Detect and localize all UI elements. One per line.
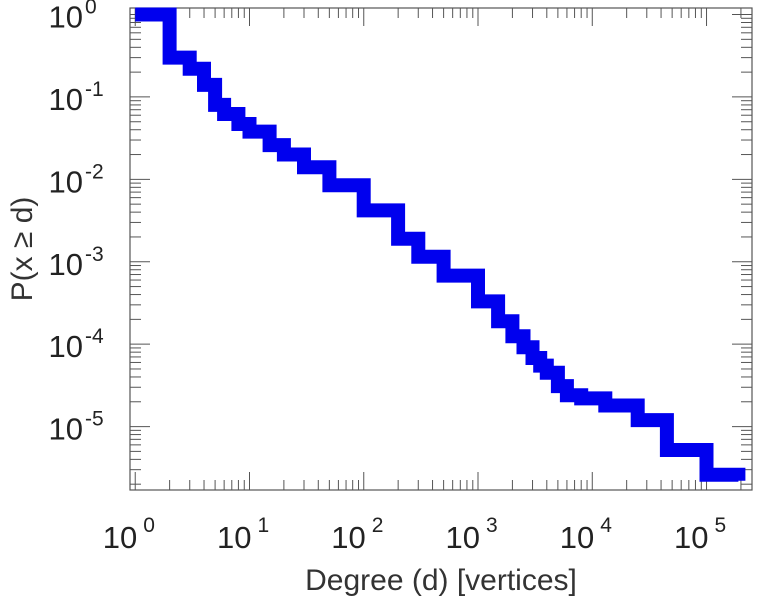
x-tick-exponent: 1 [257,514,269,537]
data-point [666,449,668,451]
x-tick-exponent: 2 [372,514,384,537]
x-tick-labels: 10 0 10 1 10 2 10 3 10 4 10 5 [103,514,726,555]
y-tick-base: 10 [49,412,83,447]
x-tick-exponent: 4 [600,514,612,537]
data-point [511,335,513,337]
data-point [223,113,225,115]
x-tick-label: 10 5 [674,514,726,555]
data-point [637,419,639,421]
y-tick-label: 10 -4 [49,325,104,364]
y-tick-label: 10 -3 [49,243,104,282]
y-tick-label: 10 -2 [49,160,104,199]
x-axis-title: Degree (d) [vertices] [305,564,577,597]
data-point [214,104,216,106]
y-tick-base: 10 [49,0,83,35]
data-point [604,405,606,407]
x-tick-base: 10 [674,520,708,555]
y-tick-base: 10 [49,329,83,364]
data-point [189,68,191,70]
data-point [539,365,541,367]
data-point [169,57,171,59]
y-tick-base: 10 [49,82,83,117]
data-point [203,84,205,86]
data-point [397,238,399,240]
x-tick-label: 10 1 [217,514,269,555]
y-tick-exponent: -5 [85,408,104,431]
y-tick-exponent: 0 [85,0,97,19]
x-tick-label: 10 0 [103,514,155,555]
x-tick-base: 10 [331,520,365,555]
y-tick-exponent: -1 [85,78,104,101]
y-tick-label: 10 -1 [49,78,104,117]
y-tick-label: 10 -5 [49,408,104,447]
data-point [522,346,524,348]
x-tick-exponent: 0 [143,514,155,537]
data-point [477,300,479,302]
x-tick-label: 10 3 [446,514,498,555]
data-point [303,166,305,168]
data-point [269,144,271,146]
data-point [237,123,239,125]
y-tick-exponent: -4 [85,325,104,348]
x-tick-exponent: 5 [715,514,727,537]
series-layer [134,7,746,482]
data-point [580,397,582,399]
data-point [737,480,739,482]
data-point [283,154,285,156]
x-tick-exponent: 3 [486,514,498,537]
y-axis-title: P(x ≥ d) [6,197,39,302]
x-tick-base: 10 [103,520,137,555]
x-tick-label: 10 2 [331,514,383,555]
data-point [248,131,250,133]
data-point [328,184,330,186]
x-tick-base: 10 [560,520,594,555]
data-point [532,357,534,359]
y-tick-exponent: -3 [85,243,104,266]
data-point [557,385,559,387]
data-point [417,256,419,258]
data-point [134,14,136,16]
data-point [363,209,365,211]
x-tick-label: 10 4 [560,514,612,555]
data-point [443,275,445,277]
ccdf-step-line [135,7,746,482]
x-tick-base: 10 [446,520,480,555]
plot-frame [129,7,753,491]
data-point [497,320,499,322]
data-point [706,474,708,476]
data-point [566,394,568,396]
x-tick-base: 10 [217,520,251,555]
y-tick-label: 10 0 [49,0,97,35]
y-tick-base: 10 [49,247,83,282]
y-tick-exponent: -2 [85,160,104,183]
y-tick-base: 10 [49,164,83,199]
data-point [546,372,548,374]
